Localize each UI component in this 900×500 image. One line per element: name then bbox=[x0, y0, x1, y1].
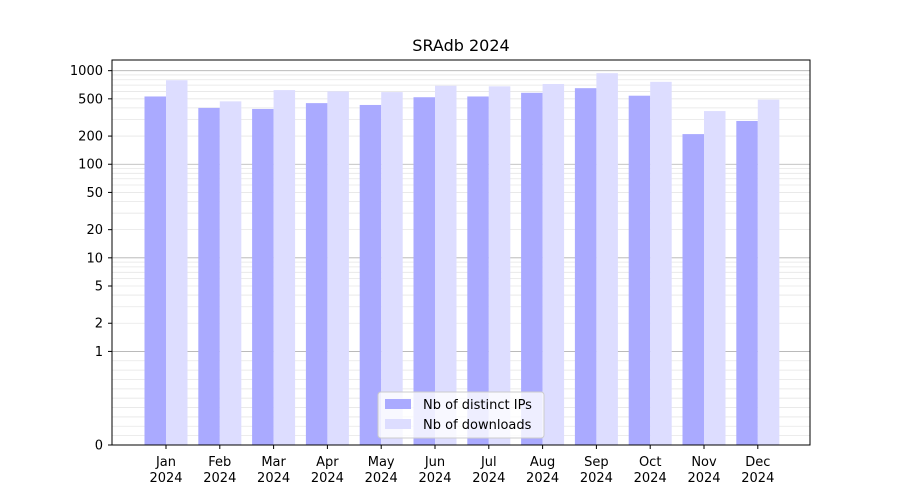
x-tick-label-month: Dec bbox=[745, 455, 770, 470]
x-tick-label-month: Sep bbox=[584, 455, 609, 470]
bar-distinct-ips-7 bbox=[521, 92, 543, 446]
y-tick-label: 5 bbox=[95, 280, 103, 295]
bar-distinct-ips-1 bbox=[198, 107, 220, 446]
bar-distinct-ips-2 bbox=[252, 108, 274, 446]
plot-frame bbox=[111, 59, 811, 446]
x-tick-label-month: Aug bbox=[530, 455, 555, 470]
bar-downloads-6 bbox=[488, 86, 511, 446]
x-tick-label: Jun 2024 bbox=[418, 455, 451, 486]
x-tick-label: Sep 2024 bbox=[580, 455, 613, 486]
x-tick-label-year: 2024 bbox=[580, 471, 613, 486]
x-tick-label-month: Mar bbox=[261, 455, 286, 470]
bar-downloads-5 bbox=[435, 85, 457, 445]
chart-title: SRAdb 2024 bbox=[412, 36, 509, 55]
bar-downloads-4 bbox=[381, 92, 403, 446]
y-tick-label: 1 bbox=[95, 345, 103, 360]
bar-downloads-9 bbox=[650, 81, 672, 445]
x-tick-label-year: 2024 bbox=[149, 471, 182, 486]
x-tick-label-year: 2024 bbox=[365, 471, 398, 486]
bar-distinct-ips-0 bbox=[144, 96, 166, 446]
x-tick-label-year: 2024 bbox=[526, 471, 559, 486]
x-tick-label-year: 2024 bbox=[472, 471, 505, 486]
x-tick-label-month: Oct bbox=[639, 455, 661, 470]
bar-downloads-11 bbox=[757, 99, 780, 445]
x-tick-label: Jul 2024 bbox=[472, 455, 505, 486]
bar-distinct-ips-6 bbox=[467, 96, 489, 446]
x-tick-label-month: Jan bbox=[155, 455, 176, 470]
x-tick-label-year: 2024 bbox=[257, 471, 290, 486]
legend-label: Nb of distinct IPs bbox=[423, 398, 532, 413]
bars bbox=[144, 73, 780, 446]
y-tick-label: 100 bbox=[78, 158, 103, 173]
legend-label: Nb of downloads bbox=[423, 418, 532, 433]
y-tick-label: 10 bbox=[86, 251, 103, 266]
bar-distinct-ips-9 bbox=[628, 95, 651, 445]
x-tick-label-year: 2024 bbox=[741, 471, 774, 486]
x-tick-label-month: Nov bbox=[691, 455, 717, 470]
bar-downloads-0 bbox=[166, 80, 188, 446]
bar-downloads-3 bbox=[327, 91, 349, 445]
x-tick-label: Nov 2024 bbox=[687, 455, 720, 486]
x-tick-label-month: Apr bbox=[316, 455, 339, 470]
bar-distinct-ips-8 bbox=[574, 88, 597, 446]
legend: Nb of distinct IPs Nb of downloads bbox=[377, 391, 545, 439]
bar-distinct-ips-10 bbox=[682, 134, 704, 446]
y-tick-label: 1000 bbox=[70, 64, 103, 79]
x-tick-label: Dec 2024 bbox=[741, 455, 774, 486]
x-tick-label: May 2024 bbox=[365, 455, 398, 486]
bar-distinct-ips-3 bbox=[305, 103, 328, 445]
x-tick-label-year: 2024 bbox=[203, 471, 236, 486]
x-tick-label-month: Feb bbox=[208, 455, 231, 470]
bar-distinct-ips-5 bbox=[413, 97, 435, 445]
bar-distinct-ips-11 bbox=[736, 120, 758, 445]
y-tick-label: 2 bbox=[95, 317, 103, 332]
x-tick-label: Mar 2024 bbox=[257, 455, 290, 486]
bar-downloads-10 bbox=[704, 111, 726, 445]
x-tick-label: Jan 2024 bbox=[149, 455, 182, 486]
legend-swatch bbox=[385, 419, 411, 429]
x-tick-label: Feb 2024 bbox=[203, 455, 236, 486]
x-tick-label-month: May bbox=[368, 455, 395, 470]
y-tick-label: 200 bbox=[78, 130, 103, 145]
x-tick-label-year: 2024 bbox=[634, 471, 667, 486]
x-tick-label: Aug 2024 bbox=[526, 455, 559, 486]
y-tick-label: 0 bbox=[95, 439, 103, 454]
bar-downloads-1 bbox=[219, 101, 242, 446]
y-axis: 0 1 2 5 10 20 50 100 200 500 1000 bbox=[70, 64, 112, 454]
bar-downloads-7 bbox=[542, 84, 565, 446]
bar-distinct-ips-4 bbox=[359, 104, 382, 445]
y-tick-label: 50 bbox=[86, 186, 103, 201]
y-tick-label: 500 bbox=[78, 92, 103, 107]
x-tick-label-year: 2024 bbox=[418, 471, 451, 486]
legend-swatch bbox=[385, 399, 411, 409]
legend-box bbox=[377, 391, 545, 439]
bar-downloads-8 bbox=[596, 73, 618, 445]
y-tick-label: 20 bbox=[86, 223, 103, 238]
x-tick-label: Oct 2024 bbox=[634, 455, 667, 486]
bar-downloads-2 bbox=[273, 90, 296, 445]
x-tick-label-year: 2024 bbox=[687, 471, 720, 486]
x-tick-label-month: Jun bbox=[424, 455, 445, 470]
x-tick-label: Apr 2024 bbox=[311, 455, 344, 486]
x-tick-label-month: Jul bbox=[480, 455, 497, 470]
x-tick-label-year: 2024 bbox=[311, 471, 344, 486]
